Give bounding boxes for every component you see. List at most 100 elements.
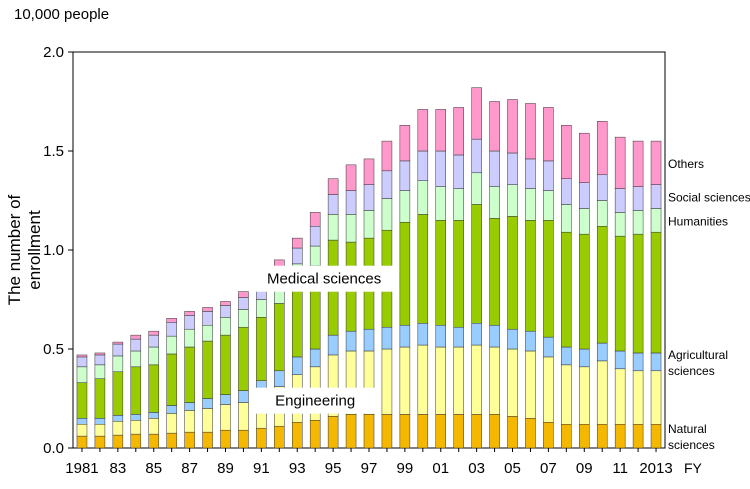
bar-segment: [184, 402, 195, 411]
bar-segment: [184, 328, 195, 348]
bar-segment: [309, 348, 321, 368]
bar-segment: [238, 326, 249, 391]
bar-segment: [399, 346, 411, 415]
bar-segment: [632, 140, 644, 187]
series-label: Agricultural: [668, 348, 728, 362]
bar-segment: [76, 356, 88, 368]
bar-segment: [220, 317, 231, 336]
bar-segment: [94, 423, 106, 437]
bar-segment: [166, 405, 177, 414]
bar-segment: [238, 390, 249, 403]
bar-segment: [596, 200, 608, 227]
bar-segment: [435, 414, 447, 449]
series-label: Others: [668, 157, 704, 171]
bar-segment: [507, 184, 518, 217]
x-tick-label: 95: [325, 460, 342, 477]
bar-segment: [202, 340, 213, 399]
bar-segment: [417, 109, 429, 152]
bar-segment: [417, 214, 429, 324]
bar-segment: [579, 233, 590, 350]
bar-segment: [417, 323, 429, 346]
bar-segment: [202, 307, 213, 312]
bar-segment: [561, 125, 572, 179]
bar-segment: [345, 414, 357, 449]
bar-segment: [632, 352, 644, 372]
bar-segment: [363, 184, 375, 211]
bar-segment: [291, 283, 303, 358]
bar-segment: [561, 423, 572, 449]
bar-segment: [417, 344, 429, 415]
bar-segment: [94, 364, 106, 379]
bar-segment: [525, 350, 536, 419]
bar-segment: [614, 212, 626, 237]
bar-segment: [579, 366, 590, 425]
bar-segment: [453, 154, 464, 189]
bar-segment: [614, 188, 626, 213]
bar-segment: [561, 178, 572, 205]
bar-segment: [632, 233, 644, 354]
bar-segment: [148, 364, 159, 413]
x-tick-label: 91: [253, 460, 270, 477]
bar-segment: [596, 360, 608, 425]
bar-segment: [166, 413, 177, 434]
bar-segment: [94, 354, 106, 366]
label-engineering-bg: [254, 387, 377, 414]
bar-segment: [130, 433, 142, 449]
bar-segment: [417, 180, 429, 215]
y-tick-label: 1.5: [43, 143, 64, 160]
bar-segment: [417, 150, 429, 181]
bar-segment: [148, 433, 159, 449]
bar-segment: [650, 184, 662, 209]
bar-segment: [363, 210, 375, 239]
bar-segment: [309, 225, 321, 247]
bar-segment: [76, 354, 88, 358]
x-axis-suffix: FY: [684, 460, 703, 476]
bar-segment: [130, 414, 142, 421]
bar-segment: [471, 138, 482, 174]
bar-segment: [614, 350, 626, 370]
bar-segment: [596, 121, 608, 176]
bar-segment: [579, 348, 590, 368]
bar-segment: [471, 323, 482, 346]
bar-segment: [489, 186, 500, 219]
bar-segment: [166, 322, 177, 337]
x-tick-label: 1981: [65, 460, 98, 477]
y-tick-label: 1.0: [43, 242, 64, 259]
bar-segment: [525, 220, 536, 332]
bar-segment: [94, 418, 106, 425]
bar-segment: [220, 305, 231, 318]
bar-segment: [202, 431, 213, 449]
bar-segment: [399, 160, 411, 191]
label-engineering: Engineering: [275, 393, 355, 410]
bar-segment: [489, 324, 500, 348]
bar-segment: [632, 186, 644, 211]
bar-segment: [507, 216, 518, 330]
bar-segment: [202, 324, 213, 342]
bar-segment: [650, 208, 662, 233]
bar-segment: [238, 429, 249, 449]
bar-segment: [148, 330, 159, 336]
bar-segment: [650, 370, 662, 425]
bar-segment: [596, 342, 608, 362]
bar-segment: [596, 423, 608, 449]
bar-segment: [202, 398, 213, 409]
bar-segment: [614, 368, 626, 425]
bar-segment: [399, 125, 411, 162]
bar-segment: [184, 431, 195, 449]
bar-segment: [238, 402, 249, 431]
bar-segment: [166, 335, 177, 355]
bar-segment: [525, 158, 536, 189]
bar-segment: [274, 370, 285, 387]
bar-segment: [184, 311, 195, 316]
label-medical-sciences: Medical sciences: [267, 271, 381, 288]
bar-segment: [76, 382, 88, 419]
bar-segment: [579, 423, 590, 449]
bar-segment: [94, 352, 106, 356]
x-tick-label: 07: [540, 460, 557, 477]
bar-segment: [471, 344, 482, 415]
series-label: Humanities: [668, 214, 728, 228]
y-tick-label: 2.0: [43, 44, 64, 61]
bar-segment: [579, 208, 590, 235]
bar-segment: [291, 237, 303, 249]
bar-segment: [561, 346, 572, 366]
